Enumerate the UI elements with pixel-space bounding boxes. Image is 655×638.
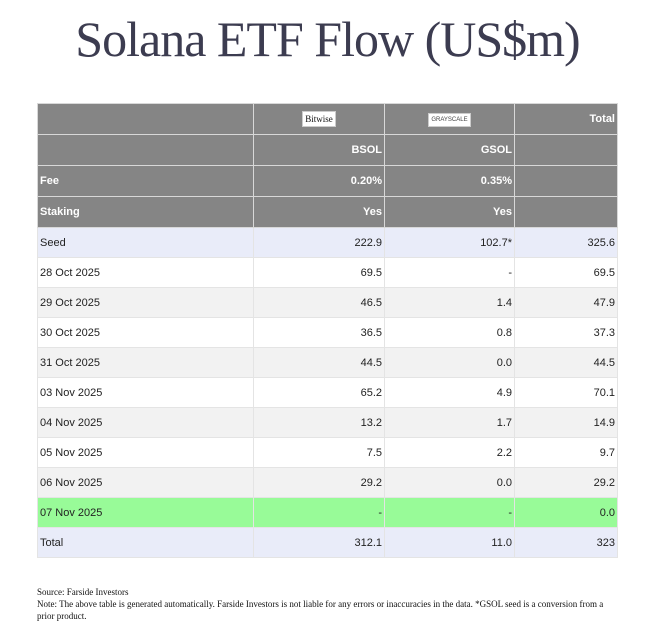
total-value: 9.7: [514, 437, 618, 468]
bsol-value: 46.5: [253, 287, 385, 318]
gsol-value: 11.0: [384, 527, 515, 558]
total-value: 37.3: [514, 317, 618, 348]
page-title: Solana ETF Flow (US$m): [75, 11, 580, 67]
source-text: Source: Farside Investors: [37, 587, 129, 597]
gsol-value: 0.0: [384, 347, 515, 378]
header-row-fee: Fee 0.20% 0.35%: [37, 165, 618, 197]
total-value: 14.9: [514, 407, 618, 438]
table-row: 30 Oct 2025 36.5 0.8 37.3: [37, 317, 618, 348]
row-label: 04 Nov 2025: [37, 407, 254, 438]
table-row: 06 Nov 2025 29.2 0.0 29.2: [37, 467, 618, 498]
row-label: 05 Nov 2025: [37, 437, 254, 468]
note-text: Note: The above table is generated autom…: [37, 599, 604, 621]
bsol-value: 312.1: [253, 527, 385, 558]
total-value: 70.1: [514, 377, 618, 408]
table-row: 31 Oct 2025 44.5 0.0 44.5: [37, 347, 618, 378]
staking-label: Staking: [37, 196, 254, 228]
gsol-value: 102.7*: [384, 227, 515, 258]
row-label: 31 Oct 2025: [37, 347, 254, 378]
bsol-value: 29.2: [253, 467, 385, 498]
row-label: 06 Nov 2025: [37, 467, 254, 498]
total-value: 0.0: [514, 497, 618, 528]
total-value: 29.2: [514, 467, 618, 498]
footer: Source: Farside Investors Note: The abov…: [37, 586, 617, 622]
gsol-value: 1.4: [384, 287, 515, 318]
bsol-value: 69.5: [253, 257, 385, 288]
table-row: 28 Oct 2025 69.5-69.5: [37, 257, 618, 288]
row-label: 03 Nov 2025: [37, 377, 254, 408]
row-label: Total: [37, 527, 254, 558]
table-row: 29 Oct 2025 46.5 1.4 47.9: [37, 287, 618, 318]
header-empty-cell: [514, 134, 618, 166]
grayscale-logo: GRAYSCALE: [428, 112, 471, 127]
ticker-gsol: GSOL: [384, 134, 515, 166]
table-row: 03 Nov 2025 65.2 4.9 70.1: [37, 377, 618, 408]
bsol-value: 44.5: [253, 347, 385, 378]
table-row: 05 Nov 2025 7.5 2.2 9.7: [37, 437, 618, 468]
bsol-value: 36.5: [253, 317, 385, 348]
gsol-value: -: [384, 257, 515, 288]
table-row: Seed 222.9 102.7* 325.6: [37, 227, 618, 258]
total-value: 44.5: [514, 347, 618, 378]
header-row-staking: Staking Yes Yes: [37, 196, 618, 228]
staking-gsol: Yes: [384, 196, 515, 228]
bsol-value: 7.5: [253, 437, 385, 468]
total-row: Total 312.1 11.0 323: [37, 527, 618, 558]
bitwise-logo: Bitwise: [302, 111, 336, 127]
row-label: 30 Oct 2025: [37, 317, 254, 348]
fee-bsol: 0.20%: [253, 165, 385, 197]
fee-gsol: 0.35%: [384, 165, 515, 197]
header-empty-cell: [514, 196, 618, 228]
gsol-value: 1.7: [384, 407, 515, 438]
header-empty-cell: [37, 134, 254, 166]
ticker-bsol: BSOL: [253, 134, 385, 166]
bsol-value: 65.2: [253, 377, 385, 408]
table-row: 04 Nov 2025 13.2 1.7 14.9: [37, 407, 618, 438]
gsol-value: 2.2: [384, 437, 515, 468]
gsol-value: -: [384, 497, 515, 528]
total-value: 325.6: [514, 227, 618, 258]
row-label: 29 Oct 2025: [37, 287, 254, 318]
header-empty-cell: [37, 103, 254, 135]
staking-bsol: Yes: [253, 196, 385, 228]
row-label: Seed: [37, 227, 254, 258]
gsol-value: 4.9: [384, 377, 515, 408]
total-value: 69.5: [514, 257, 618, 288]
grayscale-logo-cell: GRAYSCALE: [384, 103, 515, 135]
header-empty-cell: [514, 165, 618, 197]
row-label: 07 Nov 2025: [37, 497, 254, 528]
bitwise-logo-cell: Bitwise: [253, 103, 385, 135]
row-label: 28 Oct 2025: [37, 257, 254, 288]
gsol-value: 0.0: [384, 467, 515, 498]
total-value: 47.9: [514, 287, 618, 318]
gsol-value: 0.8: [384, 317, 515, 348]
bsol-value: 13.2: [253, 407, 385, 438]
fee-label: Fee: [37, 165, 254, 197]
header-row-tickers: BSOL GSOL: [37, 134, 618, 166]
table-row: 07 Nov 2025- -0.0: [37, 497, 618, 528]
total-header: Total: [514, 103, 618, 135]
total-value: 323: [514, 527, 618, 558]
bsol-value: -: [253, 497, 385, 528]
bsol-value: 222.9: [253, 227, 385, 258]
header-row-logos: Bitwise GRAYSCALE Total: [37, 103, 618, 135]
etf-flow-table: Bitwise GRAYSCALE Total BSOL GSOL Fee 0.…: [37, 103, 618, 558]
